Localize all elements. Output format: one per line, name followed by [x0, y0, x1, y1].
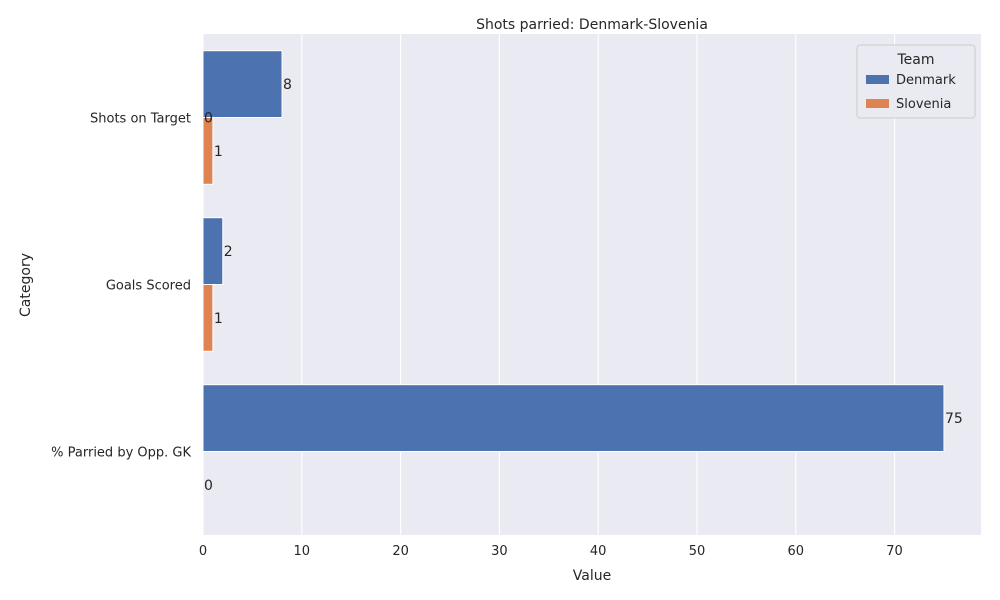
x-axis-label: Value — [573, 568, 611, 584]
data-label-denmark: 2 — [224, 244, 233, 260]
legend: Team Denmark Slovenia — [856, 44, 976, 119]
x-tick-label: 50 — [689, 544, 706, 559]
bar-denmark-shots-on-target — [202, 50, 283, 119]
x-tick-label: 30 — [491, 544, 508, 559]
y-ticks: Shots on Target Goals Scored % Parried by … — [51, 112, 191, 461]
data-label-slovenia: 0 — [204, 478, 213, 494]
y-axis-label: Category — [18, 253, 34, 317]
data-label-extra: 0 — [204, 111, 213, 127]
legend-swatch-slovenia — [866, 99, 889, 108]
y-tick-label: % Parried by Opp. GK — [51, 446, 191, 461]
chart-title: Shots parried: Denmark-Slovenia — [476, 17, 708, 33]
bar-denmark-goals-scored — [202, 217, 224, 285]
data-label-slovenia: 1 — [214, 311, 223, 327]
legend-title: Team — [896, 52, 934, 68]
x-tick-label: 20 — [392, 544, 409, 559]
y-tick-label: Shots on Target — [90, 112, 191, 127]
bar-slovenia-goals-scored — [202, 284, 214, 352]
x-tick-label: 0 — [199, 544, 207, 559]
bar-slovenia-shots-on-target — [202, 117, 214, 185]
x-tick-label: 40 — [590, 544, 607, 559]
y-tick-label: Goals Scored — [106, 279, 191, 294]
x-tick-label: 70 — [886, 544, 903, 559]
legend-swatch-denmark — [866, 75, 889, 84]
bars — [202, 50, 945, 453]
data-label-slovenia: 1 — [214, 144, 223, 160]
x-tick-label: 60 — [787, 544, 804, 559]
data-labels: 8 1 2 1 75 0 0 — [204, 77, 963, 494]
x-tick-label: 10 — [294, 544, 311, 559]
x-ticks: 0 10 20 30 40 50 60 70 — [199, 544, 903, 559]
legend-label-denmark: Denmark — [896, 73, 956, 88]
data-label-denmark: 8 — [283, 77, 292, 93]
data-label-denmark: 75 — [945, 411, 963, 427]
legend-label-slovenia: Slovenia — [896, 97, 951, 112]
bar-denmark-parried-by-opp-gk — [202, 384, 945, 453]
